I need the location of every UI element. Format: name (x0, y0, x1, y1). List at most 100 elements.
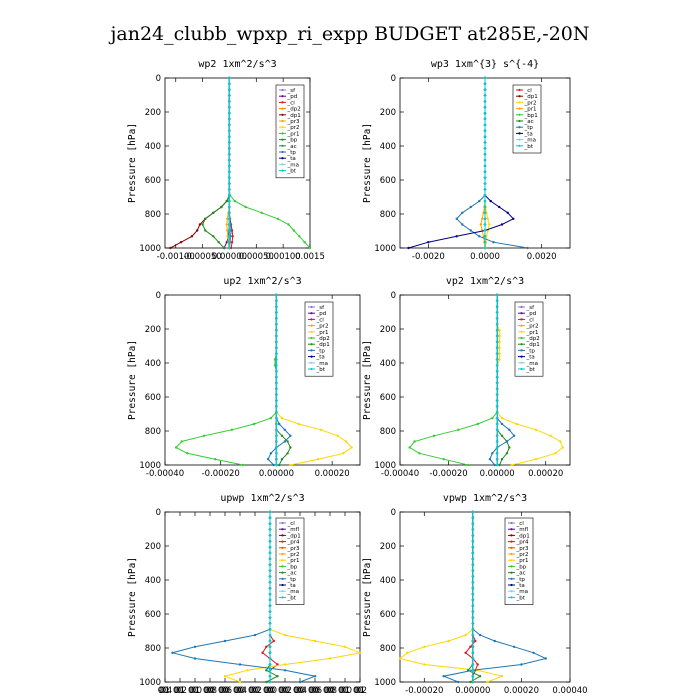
x-tick-label: 0.00010 (188, 686, 202, 696)
data-point (275, 329, 278, 332)
legend-label: _ac (287, 144, 297, 150)
data-point (483, 82, 487, 86)
legend-label: _bp1 (524, 113, 538, 119)
data-point (228, 106, 231, 109)
legend-marker (310, 330, 313, 333)
data-point (228, 147, 231, 150)
data-point (471, 628, 475, 631)
x-tick-label: -0.00040 (381, 469, 419, 479)
x-tick-label: 0.00020 (315, 469, 350, 479)
legend-label: _bp (516, 564, 527, 570)
y-tick-label: 0 (156, 508, 161, 518)
data-point (495, 458, 499, 461)
legend-marker (520, 305, 523, 309)
data-point (495, 399, 499, 402)
data-point (201, 223, 204, 226)
data-point (190, 235, 194, 238)
data-point (233, 199, 236, 203)
data-point (483, 246, 487, 250)
data-point (228, 88, 231, 91)
legend-marker (520, 349, 523, 352)
x-tick-label: 0.00020 (504, 686, 539, 696)
data-point (228, 100, 231, 103)
data-point (283, 440, 286, 443)
y-tick-label: 600 (380, 610, 396, 620)
legend-label: _tp (524, 125, 534, 131)
data-point (495, 317, 499, 320)
data-point (269, 416, 273, 420)
y-tick-label: 400 (380, 359, 396, 369)
data-point (275, 440, 278, 443)
data-point (495, 364, 499, 367)
data-point (483, 241, 487, 244)
data-point (471, 534, 475, 537)
panel-title: vp2 1xm^2/s^3 (446, 276, 524, 287)
x-tick-label: 0.00012 (353, 686, 367, 696)
data-point (265, 680, 268, 684)
legend-label: _tp (287, 150, 297, 156)
x-tick-label: 0.00000 (263, 686, 277, 696)
data-point (193, 657, 197, 660)
legend-marker (281, 107, 284, 110)
y-tick-label: 800 (380, 427, 396, 437)
legend-label: _pd (316, 311, 327, 317)
data-point (275, 387, 278, 390)
data-point (275, 411, 278, 414)
legend-box (304, 301, 334, 377)
data-point (500, 223, 504, 226)
x-tick-label: 0.0000 (470, 252, 500, 262)
data-point (275, 393, 278, 396)
data-point (275, 452, 278, 455)
data-point (483, 123, 487, 127)
data-point (483, 182, 487, 185)
y-tick-label: 400 (380, 576, 396, 586)
x-tick-label: 0.00000 (455, 686, 490, 696)
legend-label: _pr3 (516, 546, 530, 552)
data-point (483, 112, 487, 115)
y-tick-label: 1000 (139, 678, 161, 688)
legend-label: _dp1 (287, 533, 301, 539)
data-point (500, 458, 504, 461)
legend-label: _bt (516, 595, 526, 601)
data-point (455, 217, 458, 220)
legend-marker (518, 132, 521, 135)
data-point (483, 135, 487, 138)
legend-marker (510, 540, 513, 543)
data-point (342, 452, 345, 455)
legend-label: _ac (516, 571, 526, 577)
panel-upwp: upwp 1xm^2/s^3 Pressure [hPa] 0 200 400 600 80… (127, 493, 367, 696)
data-point (241, 463, 245, 467)
data-point (495, 346, 499, 349)
data-point (508, 428, 511, 431)
data-point (228, 153, 231, 156)
y-tick-label: 600 (145, 176, 161, 186)
data-point (495, 375, 499, 379)
data-point (313, 675, 317, 678)
data-point (500, 416, 504, 420)
panel-wp2: wp2 1xm^2/s^3 Pressure [hPa] 0 200 400 600 800… (127, 59, 325, 262)
legend-marker (510, 534, 513, 537)
data-point (483, 141, 487, 144)
legend-marker (281, 126, 284, 129)
data-point (488, 223, 491, 226)
legend-label: _dp1 (524, 94, 538, 100)
data-point (469, 229, 472, 232)
panel-vp2: vp2 1xm^2/s^3 Pressure [hPa] 0 200 400 600 800… (362, 276, 571, 479)
legend-label: _cl (524, 88, 533, 94)
legend-marker (281, 169, 284, 172)
data-point (495, 311, 499, 314)
legend: _cl_mfl_dp1_pr4_pr3_pr2_pr1_bp_ac_tp_ta_… (504, 517, 534, 605)
data-point (561, 446, 564, 449)
legend-label: _bt (524, 144, 534, 150)
x-tick-label: -0.00050 (183, 252, 221, 262)
legend-marker (281, 577, 284, 580)
data-point (358, 651, 362, 654)
series-bt (483, 76, 487, 250)
data-point (268, 551, 272, 555)
data-point (268, 598, 272, 602)
legend-marker (281, 101, 284, 104)
legend-label: _pd (287, 94, 298, 100)
data-point (202, 434, 206, 437)
legend: _cl_mfl_dp1_pr4_pr3_pr2_pr1_bp_ac_tp_ta_… (275, 517, 305, 605)
data-point (268, 587, 272, 590)
